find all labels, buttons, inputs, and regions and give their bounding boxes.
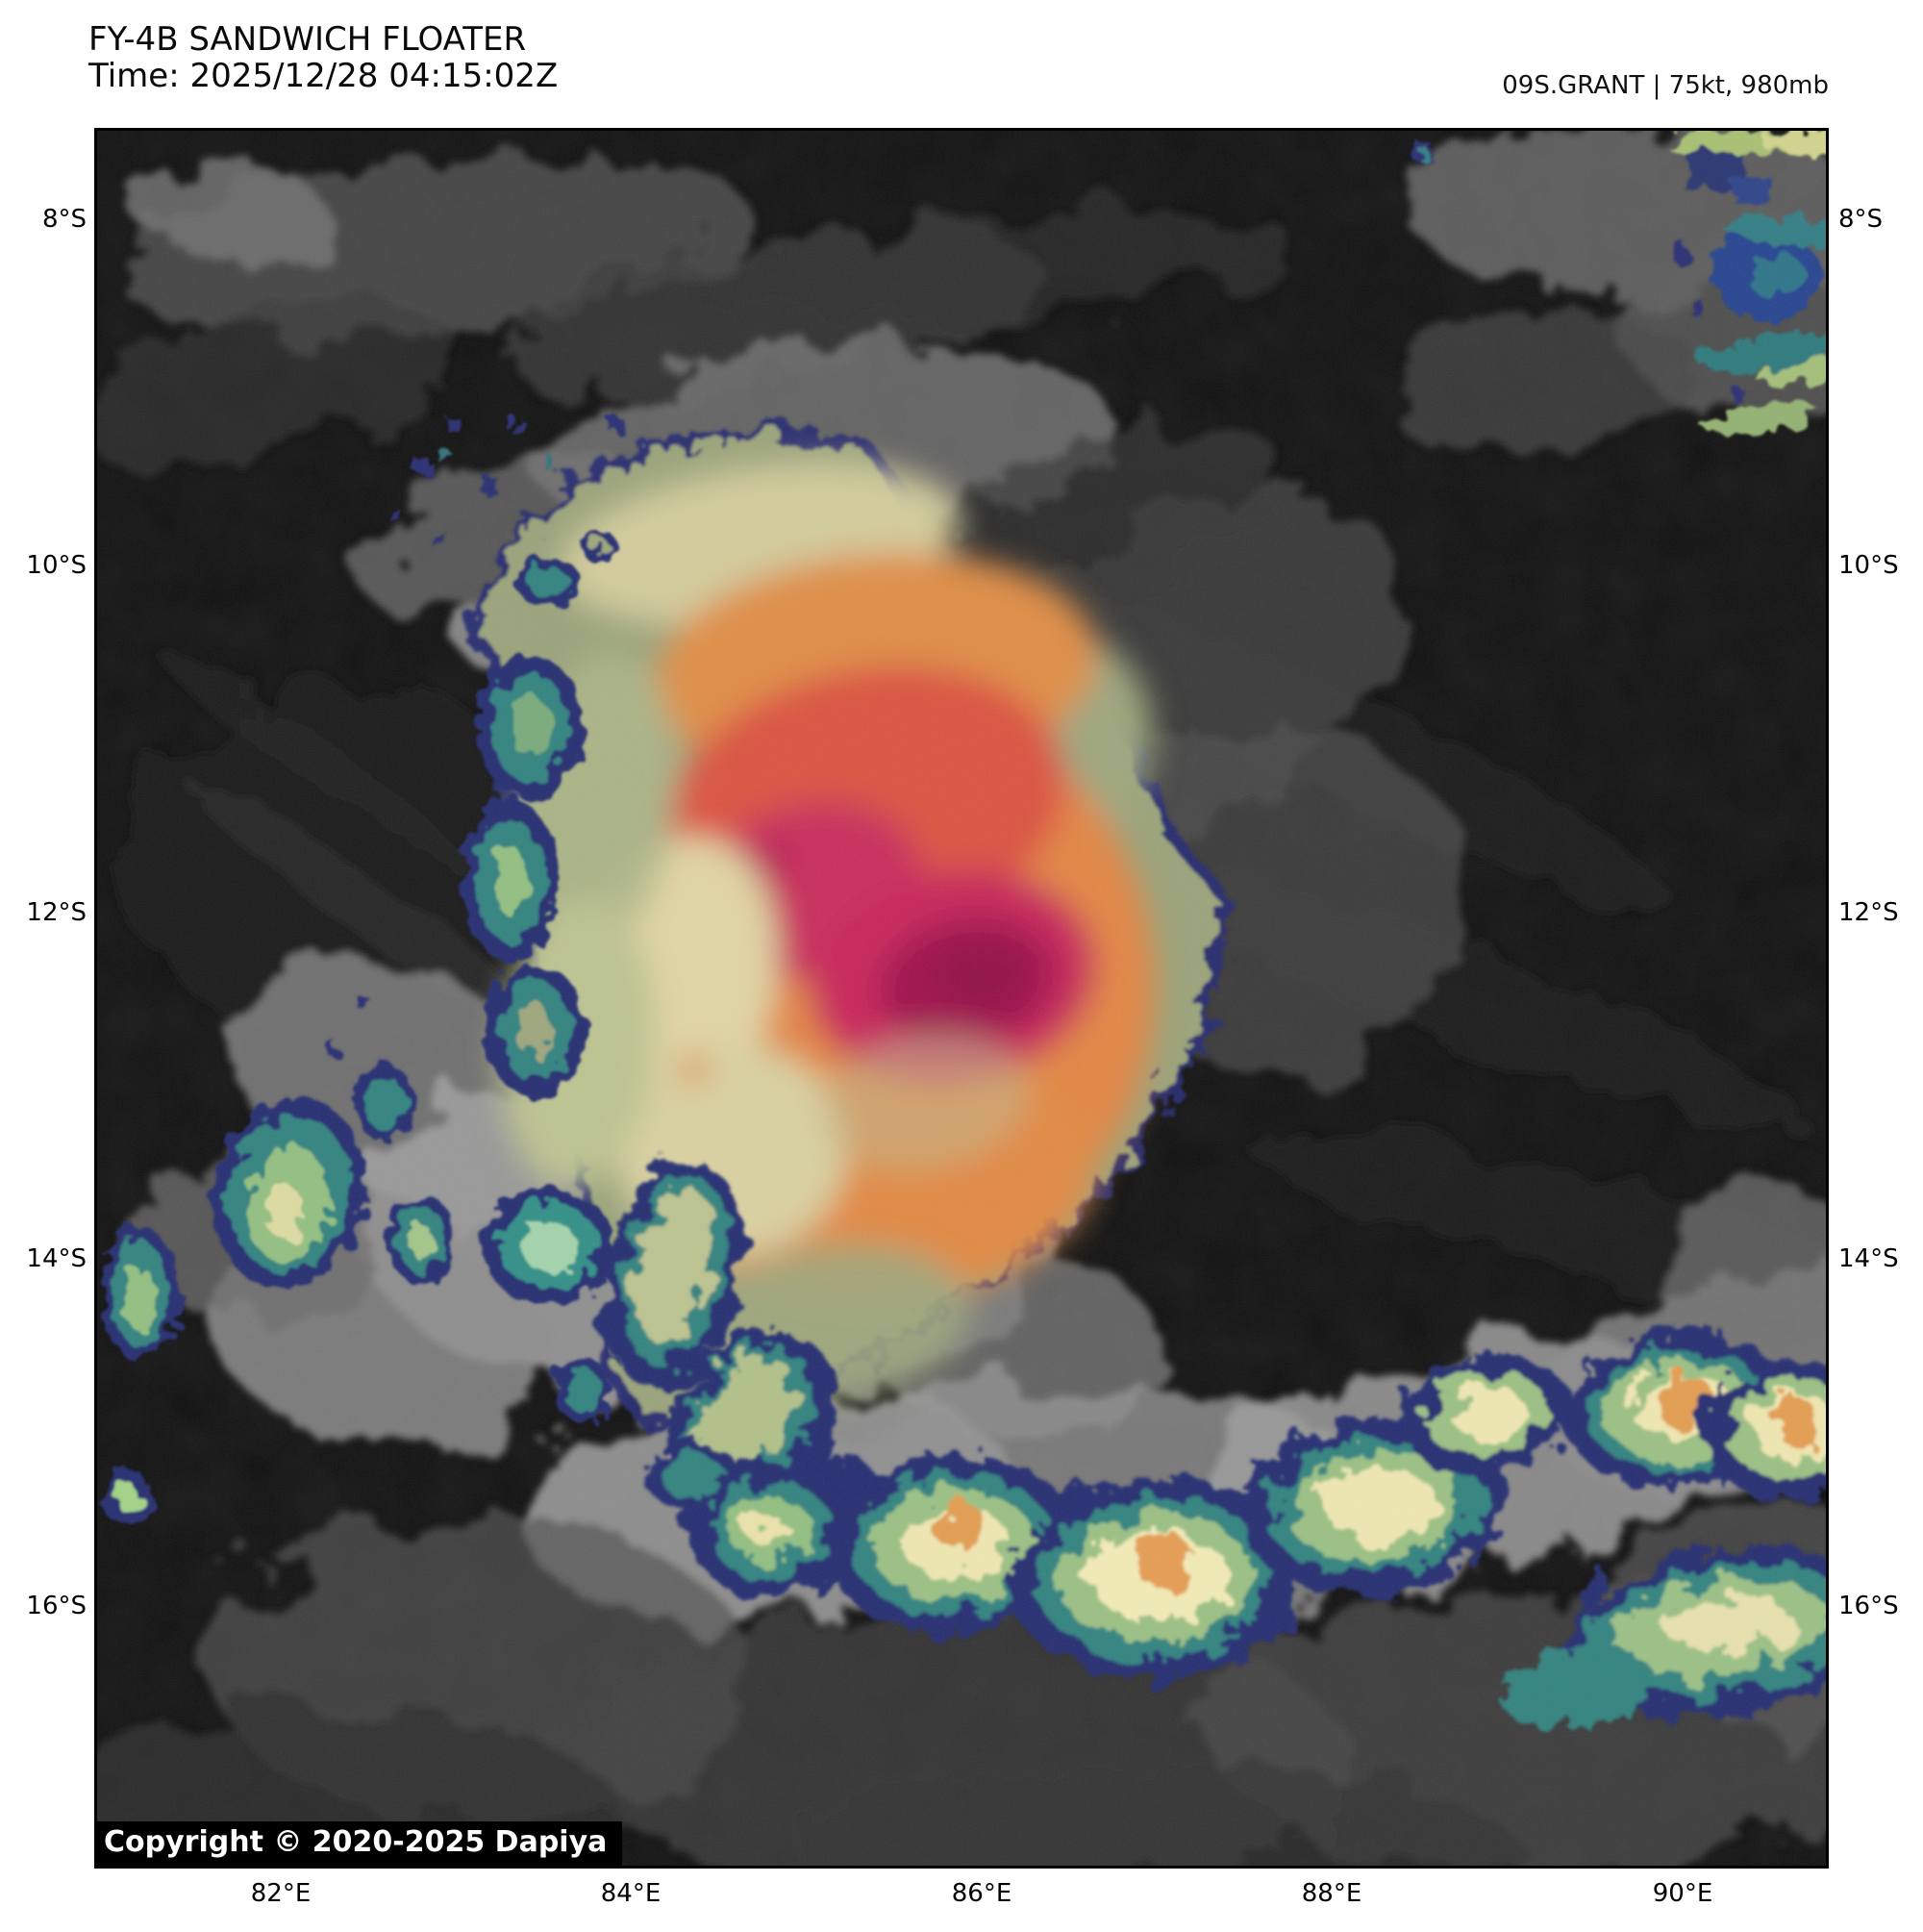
lat-tick-left-16s: 16°S (26, 1592, 87, 1620)
satellite-image (97, 131, 1826, 1866)
copyright-label: Copyright © 2020-2025 Dapiya (94, 1821, 623, 1866)
lat-tick-right-12s: 12°S (1838, 898, 1899, 927)
satellite-map-frame (94, 128, 1829, 1869)
lat-tick-left-12s: 12°S (26, 898, 87, 927)
lat-tick-left-14s: 14°S (26, 1244, 87, 1273)
image-timestamp: Time: 2025/12/28 04:15:02Z (88, 57, 559, 95)
product-title: FY-4B SANDWICH FLOATER (88, 20, 527, 59)
lat-tick-right-16s: 16°S (1838, 1592, 1899, 1620)
lon-tick-82e: 82°E (250, 1879, 312, 1908)
lon-tick-86e: 86°E (951, 1879, 1012, 1908)
lat-tick-right-10s: 10°S (1838, 551, 1899, 580)
lon-tick-90e: 90°E (1652, 1879, 1713, 1908)
storm-info-label: 09S.GRANT | 75kt, 980mb (1502, 71, 1829, 100)
lon-tick-88e: 88°E (1301, 1879, 1362, 1908)
lat-tick-left-8s: 8°S (41, 205, 87, 234)
lon-tick-84e: 84°E (600, 1879, 662, 1908)
lat-tick-right-14s: 14°S (1838, 1244, 1899, 1273)
lat-tick-right-8s: 8°S (1838, 205, 1884, 234)
lat-tick-left-10s: 10°S (26, 551, 87, 580)
